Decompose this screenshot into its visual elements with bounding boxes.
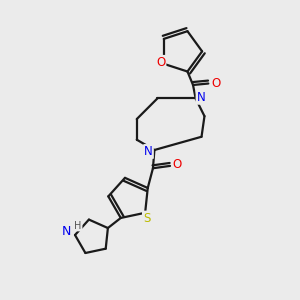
Text: O: O <box>156 56 165 69</box>
Text: H: H <box>74 220 82 231</box>
Text: N: N <box>196 91 205 104</box>
Text: N: N <box>62 225 71 238</box>
Text: O: O <box>173 158 182 171</box>
Text: N: N <box>144 145 153 158</box>
Text: S: S <box>143 212 150 225</box>
Text: O: O <box>211 77 220 90</box>
